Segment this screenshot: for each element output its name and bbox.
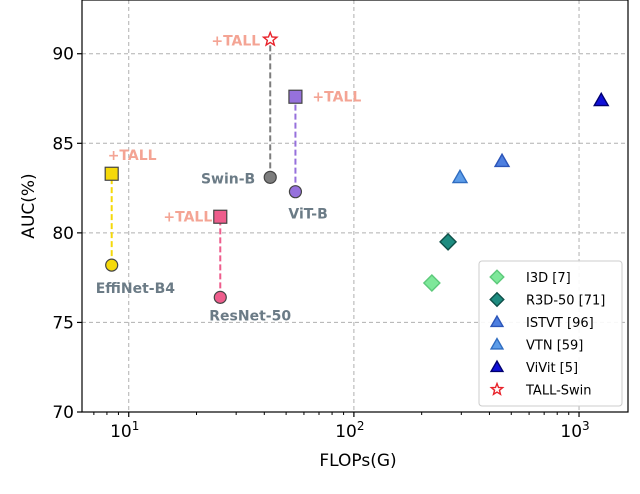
legend-label: R3D-50 [71] [526, 294, 605, 309]
x-tick-exponent: 2 [357, 419, 365, 433]
x-tick-exponent: 3 [582, 419, 590, 433]
series-point [261, 30, 279, 47]
series-point [593, 91, 610, 107]
legend-label: TALL-Swin [525, 384, 592, 399]
legend-marker [489, 269, 505, 285]
annotation-label: ResNet-50 [209, 308, 291, 324]
annotation-label: +TALL [163, 210, 212, 226]
annotation-label: +TALL [312, 90, 361, 106]
series-point [493, 152, 511, 168]
x-axis-title: FLOPs(G) [319, 451, 396, 471]
base-point [263, 170, 277, 184]
y-tick-label: 85 [52, 134, 74, 154]
annotation-label: Swin-B [201, 171, 255, 187]
legend-box [478, 260, 623, 407]
y-tick-label: 80 [52, 224, 74, 244]
annotation-label: +TALL [211, 33, 260, 49]
annotation-label: ViT-B [288, 207, 327, 223]
y-tick-label: 90 [52, 45, 74, 65]
x-tick-base: 10 [560, 422, 582, 442]
legend-label: ViVit [5] [526, 361, 578, 376]
tall-point [288, 89, 303, 104]
x-tick-label: 103 [560, 419, 589, 442]
legend-marker [489, 337, 505, 350]
legend-label: I3D [7] [526, 271, 571, 286]
series-point [439, 232, 458, 251]
plot-frame [81, 0, 629, 413]
legend-label: VTN [59] [526, 339, 583, 354]
x-tick-base: 10 [110, 422, 132, 442]
y-axis-title: AUC(%) [19, 173, 39, 238]
legend-marker [489, 314, 505, 328]
y-tick-label: 70 [52, 403, 74, 423]
series-point [422, 274, 441, 293]
x-tick-label: 101 [110, 419, 139, 442]
y-tick-label: 75 [52, 313, 74, 333]
series-point [451, 168, 469, 184]
x-tick-label: 102 [335, 419, 364, 442]
legend-marker [489, 381, 505, 396]
legend-label: ISTVT [96] [526, 316, 594, 331]
base-point [288, 185, 303, 199]
annotation-label: EffiNet-B4 [96, 281, 176, 297]
base-point [105, 258, 119, 272]
legend-marker [489, 359, 505, 373]
legend-marker [489, 291, 505, 308]
x-tick-exponent: 1 [132, 419, 140, 433]
base-point [213, 290, 227, 304]
x-tick-base: 10 [335, 422, 357, 442]
tall-point [213, 209, 228, 224]
annotation-label: +TALL [108, 148, 157, 164]
tall-point [104, 166, 119, 181]
